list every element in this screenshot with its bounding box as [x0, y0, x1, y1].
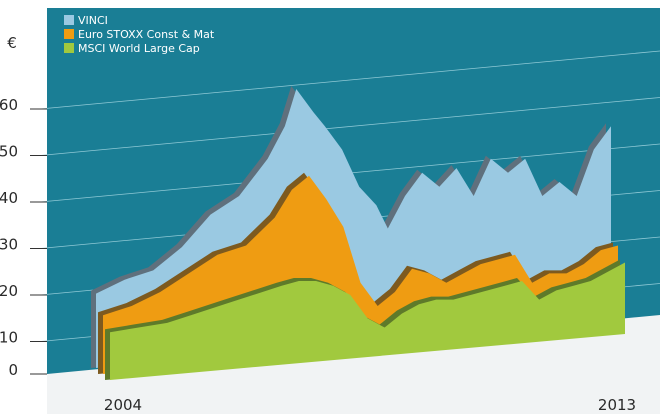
- series-area: [110, 262, 625, 380]
- y-tick-label: 10: [0, 329, 18, 347]
- x-tick-label: 2004: [104, 396, 142, 414]
- legend-swatch: [64, 29, 74, 39]
- legend-swatch: [64, 15, 74, 25]
- legend-label: Euro STOXX Const & Mat: [78, 28, 215, 41]
- y-tick-label: 30: [0, 236, 18, 254]
- y-tick-label: 50: [0, 143, 18, 161]
- y-tick-label: 40: [0, 189, 18, 207]
- unit-label: €: [7, 34, 17, 52]
- gridline: [39, 50, 660, 110]
- y-tick-label: 20: [0, 282, 18, 300]
- x-tick-label: 2013: [598, 396, 636, 414]
- legend-label: MSCI World Large Cap: [78, 42, 200, 55]
- y-tick-label: 60: [0, 96, 18, 114]
- legend-swatch: [64, 43, 74, 53]
- y-tick-label: 0: [8, 361, 18, 379]
- gridline: [39, 97, 660, 156]
- legend-label: VINCI: [78, 14, 108, 27]
